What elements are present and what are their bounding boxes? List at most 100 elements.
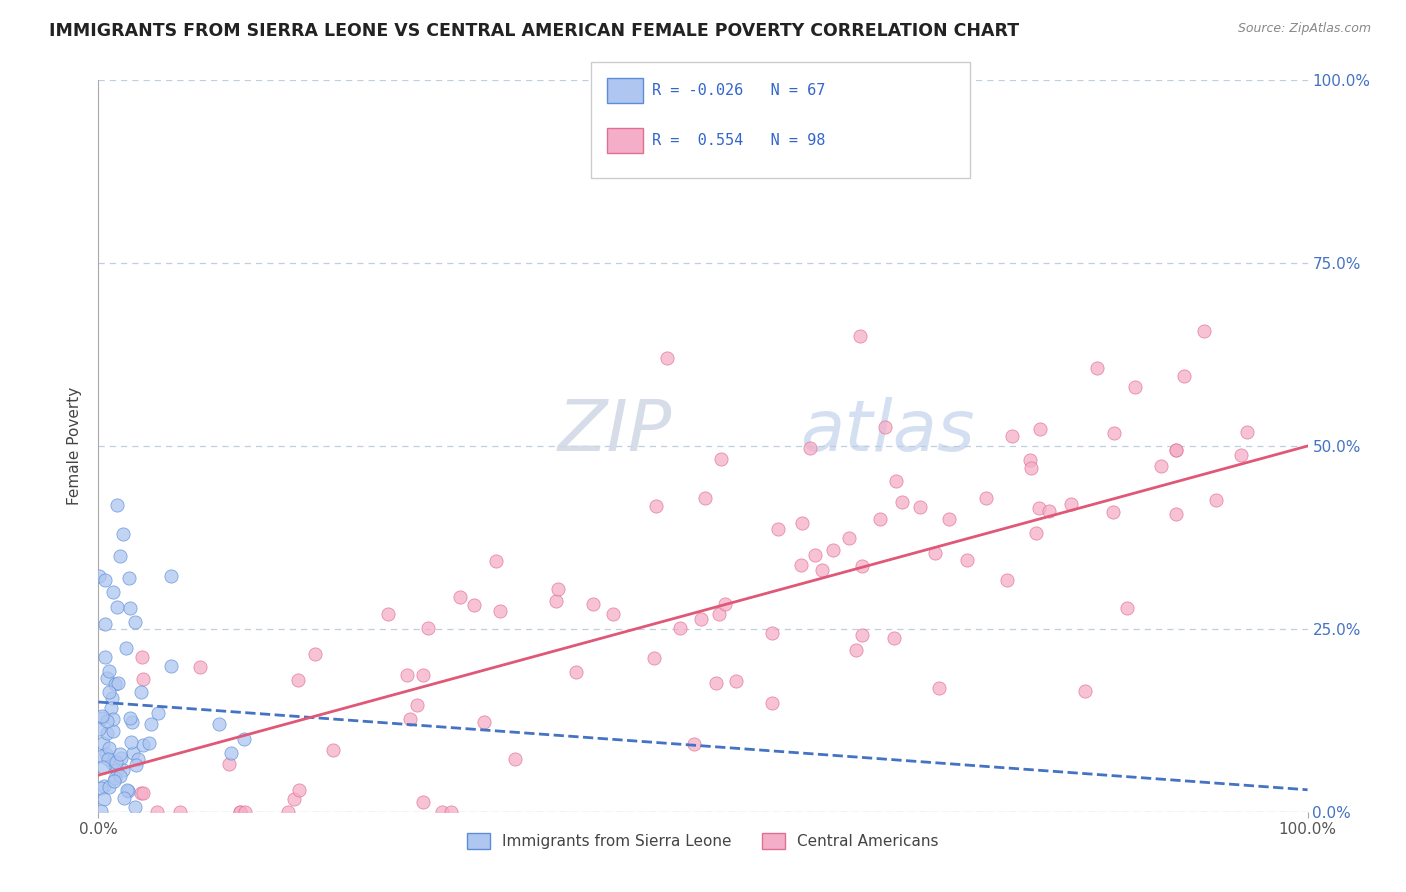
Point [169, 805, 191, 819]
Point [766, 522, 789, 536]
Text: R =  0.554   N = 98: R = 0.554 N = 98 [652, 133, 825, 147]
Legend: Immigrants from Sierra Leone, Central Americans: Immigrants from Sierra Leone, Central Am… [461, 827, 945, 855]
Point [714, 597, 737, 611]
Point [1019, 461, 1042, 475]
Point [221, 746, 243, 760]
Point [276, 805, 298, 819]
Point [849, 329, 872, 343]
Point [581, 597, 603, 611]
Point [159, 658, 181, 673]
Point [1001, 429, 1024, 443]
Point [117, 784, 139, 798]
Point [322, 743, 344, 757]
Point [1085, 361, 1108, 376]
Point [1029, 422, 1052, 436]
Text: ZIP: ZIP [558, 397, 672, 466]
Point [790, 558, 813, 573]
Point [908, 500, 931, 514]
Point [710, 451, 733, 466]
Point [111, 763, 134, 777]
Point [283, 792, 305, 806]
Text: atlas: atlas [800, 397, 974, 466]
Point [1164, 443, 1187, 458]
Point [103, 712, 125, 726]
Point [956, 553, 979, 567]
Point [127, 752, 149, 766]
Point [94, 574, 117, 588]
Point [131, 786, 153, 800]
Point [1059, 497, 1081, 511]
Point [125, 758, 148, 772]
Point [1074, 683, 1097, 698]
Text: IMMIGRANTS FROM SIERRA LEONE VS CENTRAL AMERICAN FEMALE POVERTY CORRELATION CHAR: IMMIGRANTS FROM SIERRA LEONE VS CENTRAL … [49, 22, 1019, 40]
Point [1164, 442, 1187, 457]
Point [655, 351, 678, 366]
Point [803, 549, 825, 563]
Point [395, 668, 418, 682]
Point [399, 712, 422, 726]
Point [1150, 459, 1173, 474]
Point [100, 700, 122, 714]
Point [103, 773, 125, 788]
Point [101, 585, 124, 599]
Point [118, 711, 141, 725]
Text: Source: ZipAtlas.com: Source: ZipAtlas.com [1237, 22, 1371, 36]
Point [104, 677, 127, 691]
Point [761, 696, 783, 710]
Point [232, 731, 254, 746]
Point [1205, 492, 1227, 507]
Point [101, 723, 124, 738]
Point [188, 660, 211, 674]
Point [1166, 507, 1188, 521]
Point [218, 757, 240, 772]
Y-axis label: Female Poverty: Female Poverty [67, 387, 83, 505]
Point [430, 805, 453, 819]
Point [1028, 500, 1050, 515]
Point [233, 805, 256, 819]
Point [869, 512, 891, 526]
Point [104, 755, 127, 769]
Point [851, 628, 873, 642]
Point [89, 723, 111, 737]
Point [644, 499, 666, 513]
Point [485, 554, 508, 568]
Point [97, 780, 120, 795]
Point [139, 717, 162, 731]
Point [131, 650, 153, 665]
Point [93, 779, 115, 793]
Point [115, 783, 138, 797]
Point [91, 736, 114, 750]
Point [472, 715, 495, 730]
Point [105, 599, 128, 614]
Text: R = -0.026   N = 67: R = -0.026 N = 67 [652, 84, 825, 98]
Point [105, 498, 128, 512]
Point [118, 601, 141, 615]
Point [87, 569, 110, 583]
Point [1115, 601, 1137, 615]
Point [547, 582, 569, 597]
Point [682, 737, 704, 751]
Point [1125, 380, 1147, 394]
Point [111, 526, 134, 541]
Point [96, 747, 118, 761]
Point [101, 756, 124, 770]
Point [449, 590, 471, 604]
Point [96, 671, 118, 685]
Point [845, 643, 868, 657]
Point [304, 647, 326, 661]
Point [761, 625, 783, 640]
Point [132, 672, 155, 686]
Point [138, 736, 160, 750]
Point [120, 735, 142, 749]
Point [96, 714, 118, 728]
Point [412, 667, 434, 681]
Point [440, 805, 463, 819]
Point [412, 795, 434, 809]
Point [94, 616, 117, 631]
Point [98, 665, 121, 679]
Point [974, 491, 997, 506]
Point [875, 420, 897, 434]
Point [97, 741, 120, 756]
Point [693, 491, 716, 505]
Point [108, 549, 131, 563]
